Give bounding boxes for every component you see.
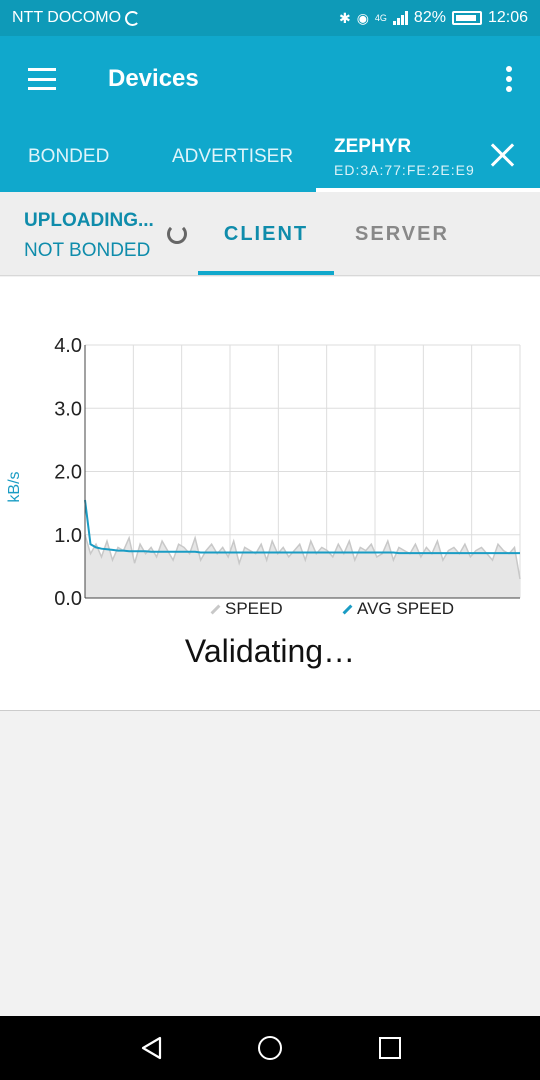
app-bar: Devices bbox=[0, 36, 540, 122]
battery-icon bbox=[451, 11, 482, 25]
y-tick-label: 2.0 bbox=[54, 462, 82, 484]
y-tick-label: 1.0 bbox=[54, 525, 82, 547]
recent-apps-icon[interactable] bbox=[379, 1037, 401, 1059]
tab-indicator bbox=[316, 188, 540, 192]
speed-area bbox=[85, 534, 520, 598]
legend-speed-label: SPEED bbox=[225, 599, 283, 618]
legend-avg-swatch bbox=[342, 604, 353, 614]
connection-status: UPLOADING... NOT BONDED bbox=[24, 210, 154, 262]
tab-advertiser[interactable]: ADVERTISER bbox=[172, 146, 294, 167]
status-bar: NTT DOCOMO ✱ ◉ 4G 82% 12:06 bbox=[0, 0, 540, 36]
zephyr-tab-text: ZEPHYR ED:3A:77:FE:2E:E9 bbox=[334, 136, 475, 178]
avg-speed-line bbox=[84, 499, 520, 555]
upload-card: 4.0 3.0 2.0 1.0 0.0 kB/s SPEED AVG SPEED Val… bbox=[0, 277, 540, 711]
tab-server[interactable]: SERVER bbox=[355, 222, 449, 245]
y-tick-label: 4.0 bbox=[54, 335, 82, 357]
carrier-name: NTT DOCOMO bbox=[12, 9, 122, 26]
sync-icon bbox=[125, 10, 141, 26]
menu-icon[interactable] bbox=[28, 68, 56, 90]
client-tab-indicator bbox=[198, 271, 334, 275]
device-name: ZEPHYR bbox=[334, 136, 412, 157]
y-tick-label: 3.0 bbox=[54, 398, 82, 420]
legend-avg-speed: AVG SPEED bbox=[342, 599, 454, 619]
device-tabs: BONDED ADVERTISER ZEPHYR ED:3A:77:FE:2E:… bbox=[0, 122, 540, 192]
page-title: Devices bbox=[108, 65, 199, 92]
home-icon[interactable] bbox=[258, 1036, 282, 1060]
legend-avg-label: AVG SPEED bbox=[357, 599, 454, 618]
more-vert-icon[interactable] bbox=[506, 66, 512, 92]
clock: 12:06 bbox=[487, 9, 528, 26]
tab-client[interactable]: CLIENT bbox=[223, 222, 309, 245]
upload-state: UPLOADING... bbox=[24, 210, 154, 231]
spinner-icon bbox=[167, 224, 187, 244]
navigation-bar bbox=[0, 1016, 540, 1080]
device-address: ED:3A:77:FE:2E:E9 bbox=[334, 162, 475, 178]
close-icon[interactable] bbox=[490, 142, 516, 168]
signal-icon bbox=[392, 11, 408, 25]
connection-bar: UPLOADING... NOT BONDED CLIENT SERVER bbox=[0, 192, 540, 276]
network-type: 4G bbox=[374, 12, 387, 23]
status-left: NTT DOCOMO bbox=[12, 9, 141, 27]
bluetooth-icon: ✱ bbox=[338, 9, 351, 26]
battery-percent: 82% bbox=[413, 9, 446, 26]
bond-state: NOT BONDED bbox=[24, 240, 151, 261]
speed-chart: 4.0 3.0 2.0 1.0 0.0 bbox=[54, 335, 521, 610]
y-axis-label: kB/s bbox=[6, 471, 23, 503]
y-tick-label: 0.0 bbox=[54, 588, 82, 610]
tab-zephyr[interactable]: ZEPHYR ED:3A:77:FE:2E:E9 bbox=[316, 122, 540, 192]
eye-icon: ◉ bbox=[356, 9, 369, 26]
legend-speed-swatch bbox=[210, 604, 221, 614]
tab-bonded[interactable]: BONDED bbox=[28, 146, 110, 167]
back-icon[interactable] bbox=[140, 1036, 164, 1060]
status-right: ✱ ◉ 4G 82% 12:06 bbox=[339, 9, 528, 27]
legend-speed: SPEED bbox=[210, 599, 283, 619]
progress-status: Validating… bbox=[184, 633, 356, 669]
